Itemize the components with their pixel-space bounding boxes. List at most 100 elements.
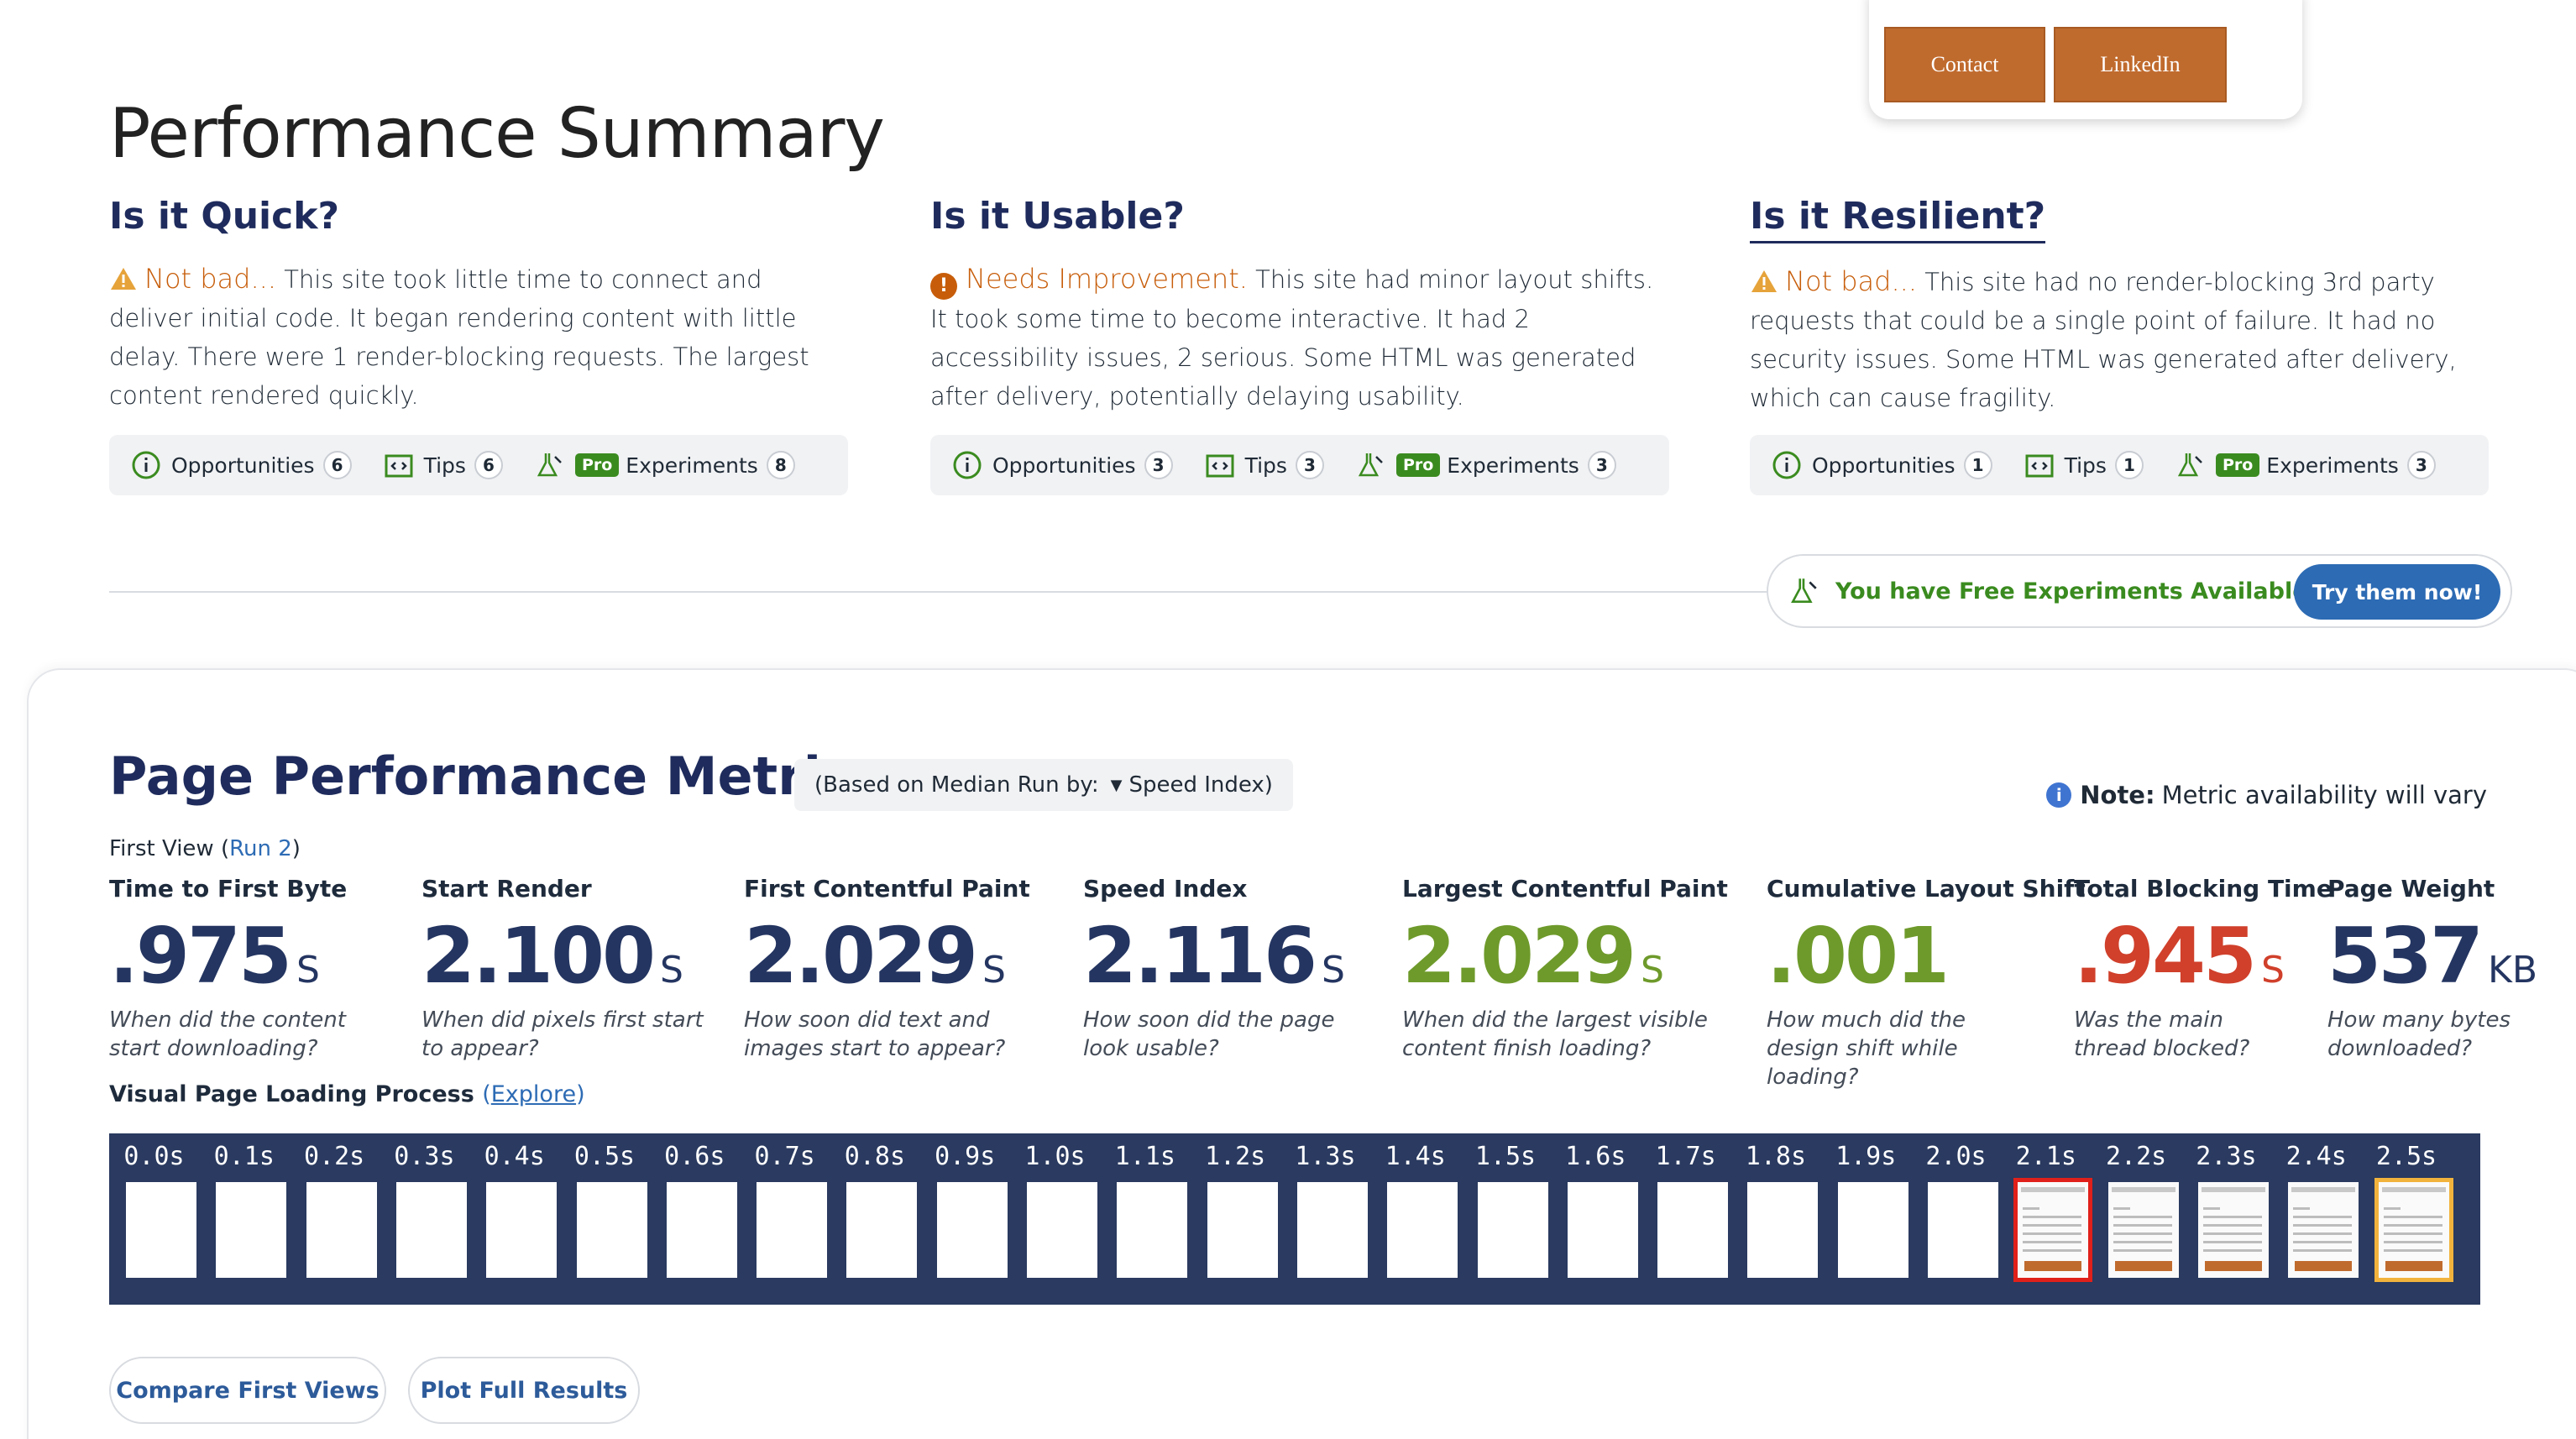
metric-value: .945 S — [2074, 911, 2285, 1001]
filmstrip-frame[interactable]: 1.8s — [1730, 1133, 1820, 1305]
filmstrip-frame[interactable]: 2.0s — [1911, 1133, 2001, 1305]
tips-link[interactable]: Tips 6 — [384, 450, 503, 480]
code-window-icon — [385, 454, 413, 478]
linkedin-button[interactable]: LinkedIn — [2054, 27, 2227, 102]
summary-text: Not bad... This site took little time to… — [109, 259, 848, 415]
filmstrip-frame[interactable]: 1.7s — [1641, 1133, 1730, 1305]
info-circle-icon — [132, 451, 160, 479]
tips-link[interactable]: Tips 1 — [2024, 450, 2144, 480]
note-label: Note: — [2080, 781, 2155, 809]
experiments-link[interactable]: Pro Experiments 3 — [1356, 450, 1616, 480]
metric-label: Total Blocking Time — [2074, 875, 2333, 903]
summary-links-quick: Opportunities 6 Tips 6 Pro Experiments 8 — [109, 435, 848, 495]
frame-thumbnail — [306, 1182, 377, 1278]
frame-time: 1.0s — [1024, 1142, 1086, 1171]
filmstrip-frame[interactable]: 1.6s — [1551, 1133, 1641, 1305]
frame-time: 1.8s — [1745, 1142, 1807, 1171]
compare-first-views-button[interactable]: Compare First Views — [109, 1357, 386, 1424]
explore-link[interactable]: Explore — [490, 1081, 577, 1107]
opportunities-link[interactable]: Opportunities 3 — [952, 450, 1173, 480]
metric-label: Speed Index — [1083, 875, 1248, 903]
note-text: Metric availability will vary — [2161, 781, 2487, 809]
plot-full-results-button[interactable]: Plot Full Results — [408, 1357, 640, 1424]
tips-link[interactable]: Tips 3 — [1205, 450, 1324, 480]
frame-thumbnail — [1296, 1182, 1368, 1278]
frame-time: 0.3s — [394, 1142, 455, 1171]
opportunities-link[interactable]: Opportunities 6 — [131, 450, 352, 480]
info-circle-icon — [1772, 451, 1801, 479]
filmstrip-frame[interactable]: 1.2s — [1191, 1133, 1280, 1305]
filmstrip-frame[interactable]: 0.7s — [740, 1133, 830, 1305]
frame-time: 2.3s — [2196, 1142, 2257, 1171]
filmstrip-frame[interactable]: 0.5s — [560, 1133, 650, 1305]
pro-badge: Pro — [574, 453, 620, 477]
frame-thumbnail — [486, 1182, 558, 1278]
try-them-now-button[interactable]: Try them now! — [2294, 564, 2500, 620]
summary-heading: Is it Usable? — [930, 195, 1185, 238]
filmstrip[interactable]: 0.0s 0.1s 0.2s 0.3s 0.4s 0.5s 0.6s 0.7s 0.8s 0.9s… — [109, 1133, 2480, 1305]
filmstrip-frame[interactable]: 2.1s — [2001, 1133, 2093, 1305]
metric-start-render: Start Render 2.100 S When did pixels firs… — [421, 875, 715, 1063]
opportunities-link[interactable]: Opportunities 1 — [1772, 450, 1992, 480]
run-link[interactable]: Run 2 — [229, 836, 292, 861]
filmstrip-frame[interactable]: 0.2s — [290, 1133, 380, 1305]
frame-thumbnail — [1747, 1182, 1819, 1278]
metric-description: How much did the design shift while load… — [1767, 1007, 1966, 1090]
alert-circle-icon: ! — [930, 273, 957, 300]
frame-thumbnail — [1207, 1182, 1278, 1278]
filmstrip-frame[interactable]: 0.8s — [830, 1133, 919, 1305]
info-circle-icon — [953, 451, 982, 479]
summary-resilient: Is it Resilient? Not bad... This site ha… — [1750, 195, 2489, 417]
filmstrip-frame[interactable]: 1.3s — [1280, 1133, 1370, 1305]
contact-button[interactable]: Contact — [1884, 27, 2045, 102]
metric-tbt: Total Blocking Time .945 S Was the main t… — [2074, 875, 2333, 1063]
metric-label: Start Render — [421, 875, 592, 903]
metric-value: 2.100 S — [421, 911, 683, 1001]
metric-label: Page Weight — [2327, 875, 2495, 903]
filmstrip-frame[interactable]: 1.0s — [1010, 1133, 1100, 1305]
frame-time: 0.2s — [303, 1142, 365, 1171]
summary-description: This site had minor layout shifts. It to… — [930, 265, 1654, 411]
filmstrip-frame[interactable]: 0.0s — [109, 1133, 199, 1305]
filmstrip-frame[interactable]: 1.1s — [1100, 1133, 1190, 1305]
filmstrip-frame[interactable]: 2.3s — [2181, 1133, 2271, 1305]
frame-thumbnail — [576, 1182, 647, 1278]
frame-time: 1.2s — [1204, 1142, 1266, 1171]
filmstrip-frame[interactable]: 2.4s — [2271, 1133, 2361, 1305]
frame-time: 2.5s — [2375, 1142, 2437, 1171]
summary-text: Not bad... This site had no render-block… — [1750, 262, 2489, 417]
experiments-link[interactable]: Pro Experiments 8 — [535, 450, 795, 480]
filmstrip-frame[interactable]: 2.2s — [2092, 1133, 2181, 1305]
summary-verdict: Not bad... — [1785, 265, 1917, 297]
filmstrip-frame[interactable]: 0.4s — [469, 1133, 559, 1305]
frame-time: 0.8s — [844, 1142, 906, 1171]
frame-thumbnail — [1117, 1182, 1188, 1278]
frame-time: 1.9s — [1835, 1142, 1897, 1171]
frame-time: 2.1s — [2015, 1142, 2076, 1171]
filmstrip-frame[interactable]: 2.5s — [2362, 1133, 2453, 1305]
filmstrip-frame[interactable]: 0.9s — [920, 1133, 1010, 1305]
page-title: Performance Summary — [109, 94, 885, 174]
frame-time: 1.5s — [1474, 1142, 1537, 1171]
frame-thumbnail — [2197, 1182, 2269, 1278]
frame-thumbnail — [1027, 1182, 1097, 1278]
filmstrip-frame[interactable]: 1.9s — [1821, 1133, 1911, 1305]
filmstrip-frame[interactable]: 0.1s — [199, 1133, 289, 1305]
summary-heading[interactable]: Is it Resilient? — [1750, 195, 2046, 243]
filmstrip-frame[interactable]: 1.4s — [1370, 1133, 1460, 1305]
metric-description: How many bytes downloaded? — [2327, 1007, 2511, 1061]
summary-links-resilient: Opportunities 1 Tips 1 Pro Experiments 3 — [1750, 435, 2489, 495]
section-divider — [109, 591, 1772, 593]
filmstrip-frame[interactable]: 0.3s — [380, 1133, 469, 1305]
experiments-link[interactable]: Pro Experiments 3 — [2175, 450, 2436, 480]
frame-thumbnail — [216, 1182, 287, 1278]
filmstrip-frame[interactable]: 0.6s — [650, 1133, 740, 1305]
metric-description: How soon did text and images start to ap… — [744, 1007, 1006, 1061]
warning-triangle-icon — [1751, 270, 1777, 292]
frame-thumbnail — [1837, 1182, 1908, 1278]
frame-time: 0.0s — [123, 1142, 185, 1171]
summary-heading: Is it Quick? — [109, 195, 339, 238]
filmstrip-frame[interactable]: 1.5s — [1461, 1133, 1551, 1305]
frame-thumbnail — [1657, 1182, 1729, 1278]
median-run-selector[interactable]: (Based on Median Run by: ▼ Speed Index) — [794, 759, 1293, 811]
